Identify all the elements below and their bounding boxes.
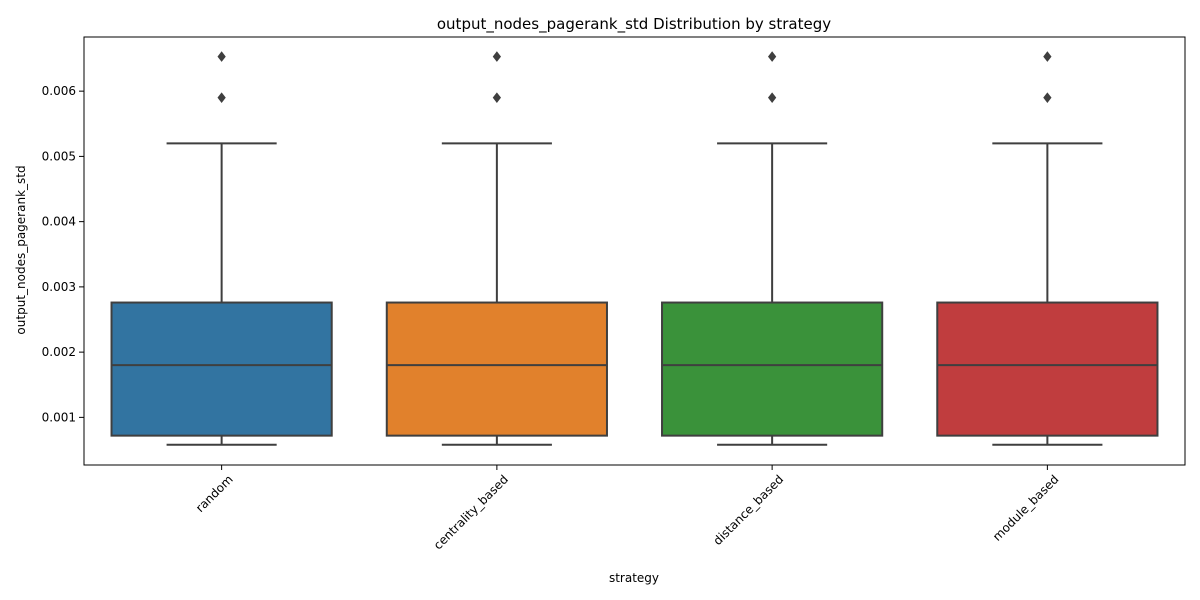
x-tick-label: centrality_based <box>431 472 511 552</box>
iqr-box <box>936 301 1159 437</box>
x-axis-label: strategy <box>609 571 659 585</box>
outlier-point <box>1043 92 1052 103</box>
y-tick-label: 0.005 <box>42 149 76 163</box>
x-tick-label: module_based <box>990 472 1062 544</box>
outlier-point <box>217 92 226 103</box>
outlier-point <box>767 51 777 62</box>
y-tick-label: 0.006 <box>42 84 76 98</box>
chart-title: output_nodes_pagerank_std Distribution b… <box>437 15 831 34</box>
y-axis-label: output_nodes_pagerank_std <box>14 165 28 334</box>
outlier-point <box>1043 51 1052 62</box>
x-tick-label: random <box>193 472 236 515</box>
y-tick-label: 0.001 <box>42 410 76 424</box>
y-tick-label: 0.004 <box>42 215 76 229</box>
outlier-point <box>492 92 502 103</box>
axes: 0.001 0.002 0.003 0.004 0.005 0.006 random cent… <box>42 36 1186 552</box>
box-centrality_based <box>385 51 608 446</box>
outlier-point <box>492 51 502 62</box>
y-tick-label: 0.002 <box>42 345 76 359</box>
box-module_based <box>936 51 1159 446</box>
y-tick-label: 0.003 <box>42 280 76 294</box>
box-distance_based <box>661 51 884 446</box>
box-random <box>110 51 333 446</box>
iqr-box <box>661 301 884 437</box>
iqr-box <box>385 301 608 437</box>
x-tick-label: distance_based <box>711 472 787 548</box>
outlier-point <box>767 92 777 103</box>
iqr-box <box>110 301 333 437</box>
outlier-point <box>217 51 226 62</box>
plot-area <box>110 51 1159 446</box>
axes-frame <box>83 36 1186 466</box>
